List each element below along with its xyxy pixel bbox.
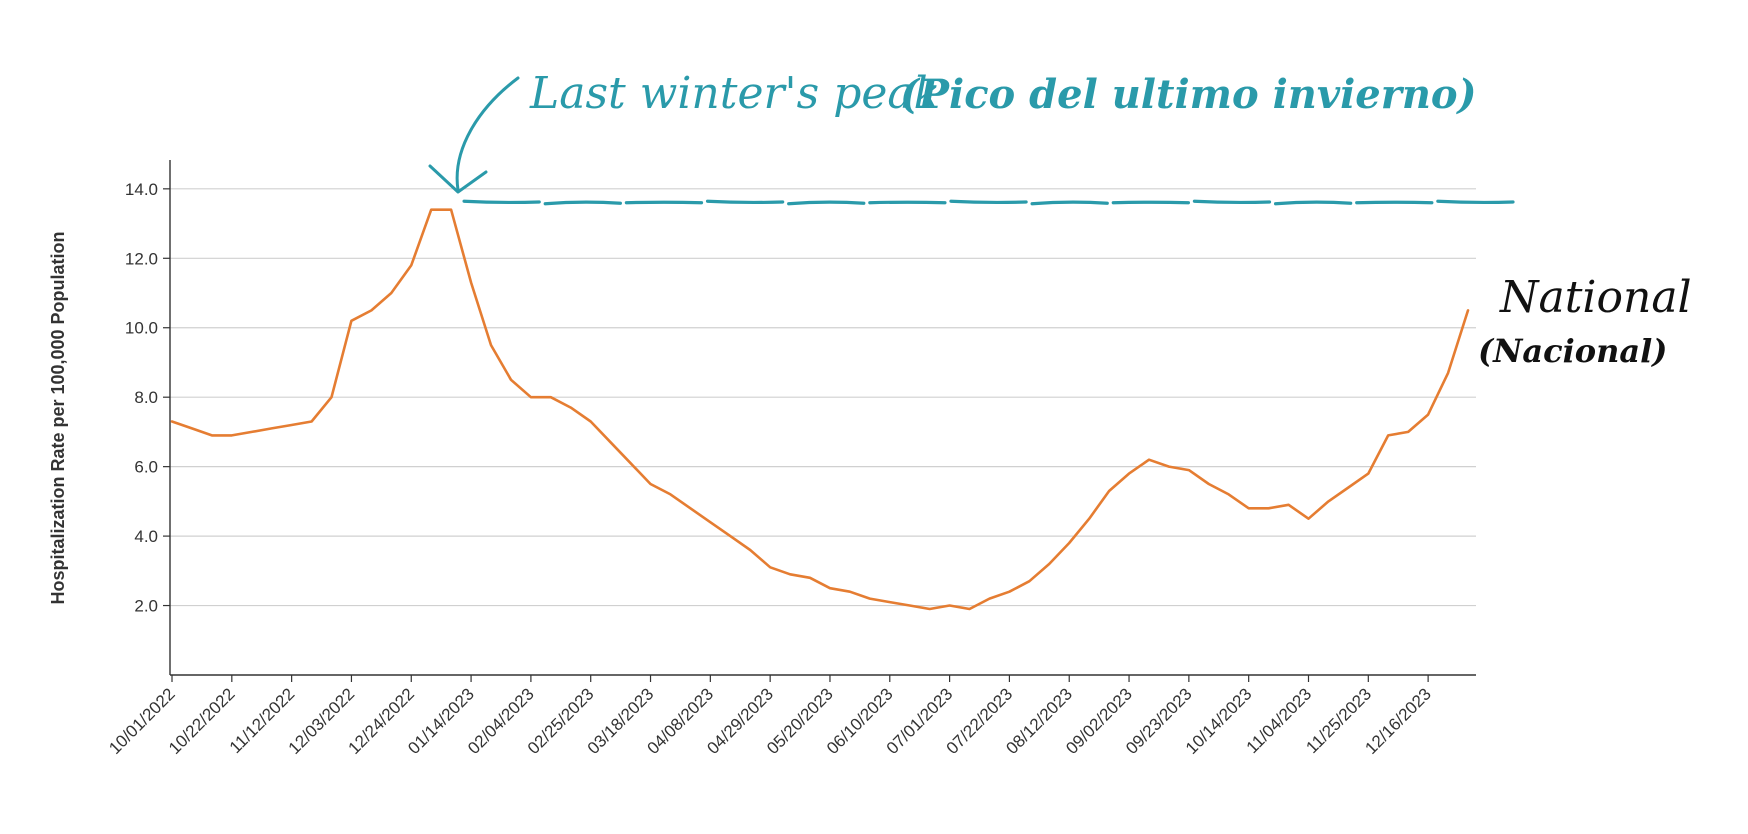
- last-winter-peak-reference-line: [462, 199, 1515, 206]
- y-axis: 2.0 4.0 6.0 8.0 10.0 12.0 14.0: [125, 160, 171, 675]
- peak-arrow-icon: [455, 76, 520, 192]
- peak-annotation-label-spanish: (Pico del ultimo invierno): [900, 71, 1477, 118]
- reference-line-segment: [787, 200, 866, 206]
- reference-line-segment: [1192, 199, 1272, 205]
- series-group: [170, 208, 1470, 611]
- y-tick-label: 10.0: [125, 319, 158, 338]
- reference-line-segment: [1273, 200, 1353, 206]
- y-tick-label: 4.0: [134, 527, 158, 546]
- peak-annotation-label: Last winter's peak: [529, 68, 940, 119]
- peak-arrowhead-icon: [428, 164, 488, 194]
- x-axis: 10/01/202210/22/202211/12/202212/03/2022…: [105, 674, 1476, 758]
- series-annotation-label: National: [1499, 272, 1692, 323]
- reference-line-segment: [1436, 199, 1515, 205]
- national-series-line: [170, 208, 1470, 611]
- reference-line-segment: [1355, 200, 1434, 205]
- y-axis-title: Hospitalization Rate per 100,000 Populat…: [48, 231, 68, 604]
- reference-line-segment: [949, 199, 1028, 205]
- series-annotation-label-spanish: (Nacional): [1478, 332, 1667, 370]
- y-tick-label: 12.0: [125, 249, 158, 268]
- y-tick-label: 6.0: [134, 458, 158, 477]
- reference-line-segment: [868, 200, 947, 205]
- reference-line-segment: [1111, 200, 1191, 205]
- reference-line-segment: [1030, 200, 1109, 206]
- reference-line-segment: [624, 200, 704, 205]
- y-tick-label: 14.0: [125, 180, 158, 199]
- y-tick-label: 8.0: [134, 388, 158, 407]
- y-tick-label: 2.0: [134, 597, 158, 616]
- reference-line-segment: [705, 199, 785, 205]
- gridlines: [170, 188, 1476, 607]
- reference-line-segment: [543, 200, 622, 206]
- reference-line-segment: [462, 199, 541, 205]
